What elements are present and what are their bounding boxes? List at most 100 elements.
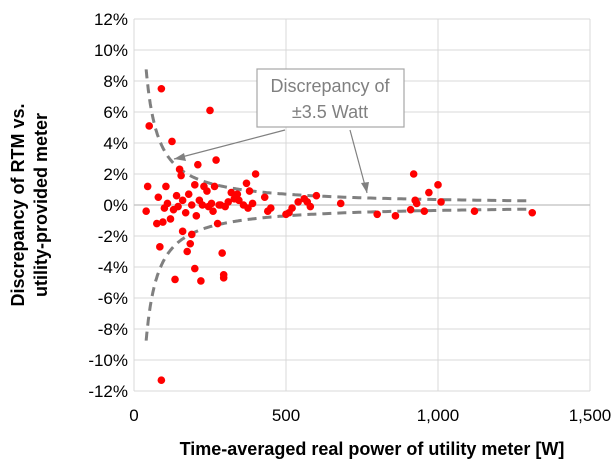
data-point [206, 106, 214, 115]
y-tick-labels: 12% 10% 8% 6% 4% 2% 0% -2% -4% -6% -8% -10% -12% [88, 10, 128, 401]
data-point [235, 196, 243, 205]
annotation-box [256, 68, 405, 128]
y-tick-label: -12% [88, 382, 128, 401]
y-tick-label: 8% [103, 72, 128, 91]
data-point [434, 181, 442, 189]
data-point [260, 193, 269, 202]
data-point [184, 190, 193, 198]
data-point [156, 243, 164, 251]
x-tick-labels: 0 500 1,000 1,500 [129, 406, 611, 425]
data-point [191, 264, 199, 273]
x-tick-label: 1,000 [417, 406, 460, 425]
data-point [267, 204, 275, 212]
data-point [192, 212, 201, 220]
data-point [219, 274, 228, 282]
y-axis-title-line-1: Discrepancy of RTM vs. [8, 103, 28, 306]
x-tick-label: 1,500 [569, 406, 612, 425]
data-point [420, 207, 429, 215]
data-point [163, 199, 172, 208]
data-point [212, 156, 220, 164]
data-point [245, 187, 254, 195]
y-tick-label: 6% [103, 103, 128, 122]
data-point [174, 202, 182, 211]
data-point [227, 188, 236, 197]
data-point [145, 122, 153, 130]
data-point [244, 204, 252, 212]
data-point [425, 188, 433, 197]
data-point [187, 201, 196, 209]
y-tick-label: 2% [103, 165, 128, 184]
data-point [207, 199, 216, 208]
data-point [175, 165, 184, 174]
data-point [288, 204, 296, 212]
data-point [157, 84, 166, 93]
annotation-arrow-right [349, 129, 368, 194]
y-tick-label: -2% [98, 227, 128, 246]
data-point [187, 230, 196, 239]
x-tick-label: 0 [129, 406, 138, 425]
lower-bound-curve [144, 207, 533, 341]
data-point [406, 205, 415, 214]
x-tick-label: 500 [272, 406, 300, 425]
annotation-arrowhead-right [361, 182, 369, 193]
data-point [336, 199, 345, 208]
data-point [162, 182, 170, 191]
data-point [198, 201, 207, 209]
data-point [178, 196, 187, 205]
data-point [153, 219, 161, 228]
data-point [166, 215, 175, 223]
data-point [143, 182, 152, 191]
data-point [194, 160, 202, 169]
y-tick-label: -4% [98, 258, 128, 277]
y-axis-title-line-2: utility-provided meter [31, 113, 51, 297]
data-point [183, 247, 191, 256]
data-point [142, 207, 150, 215]
annotation-arrowhead-left [174, 153, 186, 161]
data-point [157, 376, 166, 384]
data-point [203, 187, 211, 195]
annotation-arrow-left [173, 129, 286, 160]
data-point [191, 181, 199, 189]
data-point [172, 191, 181, 200]
data-point [294, 198, 302, 206]
y-axis-title: Discrepancy of RTM vs. utility-provided … [8, 103, 51, 306]
annotation-line-1: Discrepancy of [270, 76, 390, 96]
data-point [528, 208, 537, 217]
data-point [251, 170, 260, 178]
data-point [186, 239, 195, 248]
data-point [312, 191, 321, 200]
data-point [224, 198, 233, 206]
y-tick-label: 12% [94, 10, 128, 29]
data-point [177, 171, 185, 180]
data-point [154, 193, 163, 202]
data-point [391, 212, 400, 220]
data-point [171, 275, 179, 284]
data-points [142, 84, 537, 384]
y-tick-label: -10% [88, 351, 128, 370]
data-point [373, 210, 382, 219]
y-tick-label: -8% [98, 320, 128, 339]
data-point [233, 190, 242, 198]
x-axis-title: Time-averaged real power of utility mete… [180, 439, 565, 459]
data-point [412, 199, 421, 208]
data-point [197, 277, 205, 285]
data-point [168, 137, 176, 146]
data-point [218, 249, 226, 257]
data-point [306, 202, 315, 211]
y-tick-label: 10% [94, 41, 128, 60]
data-point [409, 170, 418, 178]
y-tick-label: 0% [103, 196, 128, 215]
data-point [210, 182, 219, 191]
annotation: Discrepancy of ±3.5 Watt [173, 68, 405, 194]
data-point [242, 179, 251, 188]
data-point [178, 227, 187, 236]
data-point [213, 219, 222, 228]
y-tick-label: 4% [103, 134, 128, 153]
data-point [248, 199, 257, 208]
data-point [181, 208, 190, 217]
data-point [209, 207, 217, 215]
data-point [470, 207, 479, 215]
y-tick-label: -6% [98, 289, 128, 308]
data-point [159, 218, 167, 226]
